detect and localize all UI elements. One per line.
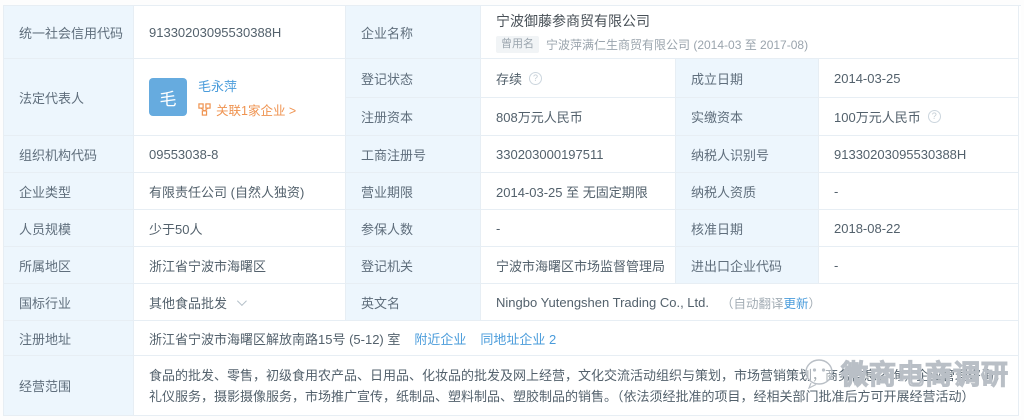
taxpayer-qual-value: - xyxy=(819,173,1019,210)
approval-date-value: 2018-08-22 xyxy=(819,210,1019,247)
approval-date-label: 核准日期 xyxy=(676,210,819,247)
credit-code-label: 统一社会信用代码 xyxy=(4,6,134,59)
nearby-companies-link[interactable]: 附近企业 xyxy=(414,331,467,347)
org-code-value: 09553038-8 xyxy=(134,136,346,173)
staff-size-value: 少于50人 xyxy=(134,210,346,247)
biz-reg-no-value: 330203000197511 xyxy=(481,136,676,173)
insured-count-label: 参保人数 xyxy=(346,210,481,247)
reg-capital-label: 注册资本 xyxy=(346,98,481,136)
credit-code-value: 91330203095530388H xyxy=(134,6,346,59)
reg-address-label: 注册地址 xyxy=(4,321,134,356)
paid-capital-value: 100万元人民币 xyxy=(834,110,921,125)
paid-capital-label: 实缴资本 xyxy=(676,98,819,136)
region-value: 浙江省宁波市海曙区 xyxy=(134,247,346,284)
legal-rep-name-link[interactable]: 毛永萍 xyxy=(198,78,238,94)
industry-label: 国标行业 xyxy=(4,284,134,321)
company-name-label: 企业名称 xyxy=(346,6,481,59)
industry-cell: 其他食品批发 xyxy=(134,284,346,321)
org-chart-icon xyxy=(198,102,211,116)
company-type-label: 企业类型 xyxy=(4,173,134,210)
biz-scope-value: 食品的批发、零售，初级食用农产品、日用品、化妆品的批发及网上经营，文化交流活动组… xyxy=(134,356,1019,416)
info-icon[interactable]: ? xyxy=(927,110,941,123)
company-info-table: 统一社会信用代码 91330203095530388H 企业名称 宁波御藤参商贸… xyxy=(3,5,1021,416)
import-export-code-label: 进出口企业代码 xyxy=(676,247,819,284)
related-companies-text: 关联1家企业 > xyxy=(216,103,297,118)
taxpayer-qual-label: 纳税人资质 xyxy=(676,173,819,210)
reg-authority-value: 宁波市海曙区市场监督管理局 xyxy=(481,247,676,284)
same-address-companies-link[interactable]: 同地址企业 2 xyxy=(480,331,557,347)
update-translation-link[interactable]: 更新 xyxy=(783,296,809,311)
biz-term-value: 2014-03-25 至 无固定期限 xyxy=(481,173,676,210)
reg-status-cell: 存续 ? xyxy=(481,59,676,98)
former-name-badge: 曾用名 xyxy=(496,36,539,53)
related-companies-link[interactable]: 关联1家企业 > xyxy=(198,100,296,119)
staff-size-label: 人员规模 xyxy=(4,210,134,247)
former-name-value: 宁波萍满仁生商贸有限公司 (2014-03 至 2017-08) xyxy=(546,38,809,52)
address-links: 附近企业 同地址企业 2 xyxy=(414,329,556,348)
biz-term-label: 营业期限 xyxy=(346,173,481,210)
chevron-down-icon[interactable] xyxy=(236,295,247,306)
taxpayer-id-label: 纳税人识别号 xyxy=(676,136,819,173)
legal-rep-info: 毛永萍 关联1家企业 > xyxy=(198,76,296,119)
auto-translate-note: （自动翻译更新） xyxy=(720,296,822,311)
company-name: 宁波御藤参商贸有限公司 xyxy=(496,13,650,29)
reg-address-cell: 浙江省宁波市海曙区解放南路15号 (5-12) 室 附近企业 同地址企业 2 xyxy=(134,321,1019,356)
english-name-label: 英文名 xyxy=(346,284,481,321)
taxpayer-id-value: 91330203095530388H xyxy=(819,136,1019,173)
insured-count-value: - xyxy=(481,210,676,247)
legal-rep-label: 法定代表人 xyxy=(4,59,134,136)
reg-capital-value: 808万元人民币 xyxy=(481,98,676,136)
biz-reg-no-label: 工商注册号 xyxy=(346,136,481,173)
reg-authority-label: 登记机关 xyxy=(346,247,481,284)
reg-address-value: 浙江省宁波市海曙区解放南路15号 (5-12) 室 xyxy=(149,331,401,347)
reg-status-value: 存续 xyxy=(496,71,523,87)
legal-rep-cell: 毛 毛永萍 关联1家企业 > xyxy=(134,59,346,136)
reg-status-label: 登记状态 xyxy=(346,59,481,98)
industry-value: 其他食品批发 xyxy=(149,295,228,311)
paid-capital-cell: 100万元人民币 ? xyxy=(819,98,1019,136)
english-name-cell: Ningbo Yutengshen Trading Co., Ltd. （自动翻… xyxy=(481,284,1019,321)
info-icon[interactable]: ? xyxy=(529,71,543,85)
import-export-code-value: - xyxy=(819,247,1019,284)
english-name-value: Ningbo Yutengshen Trading Co., Ltd. xyxy=(496,294,709,310)
former-name-row: 曾用名 宁波萍满仁生商贸有限公司 (2014-03 至 2017-08) xyxy=(496,36,808,53)
biz-scope-label: 经营范围 xyxy=(4,356,134,416)
region-label: 所属地区 xyxy=(4,247,134,284)
est-date-label: 成立日期 xyxy=(676,59,819,98)
company-type-value: 有限责任公司 (自然人独资) xyxy=(134,173,346,210)
est-date-value: 2014-03-25 xyxy=(819,59,1019,98)
legal-rep-avatar[interactable]: 毛 xyxy=(149,78,187,116)
org-code-label: 组织机构代码 xyxy=(4,136,134,173)
company-name-cell: 宁波御藤参商贸有限公司 曾用名 宁波萍满仁生商贸有限公司 (2014-03 至 … xyxy=(481,6,1019,59)
